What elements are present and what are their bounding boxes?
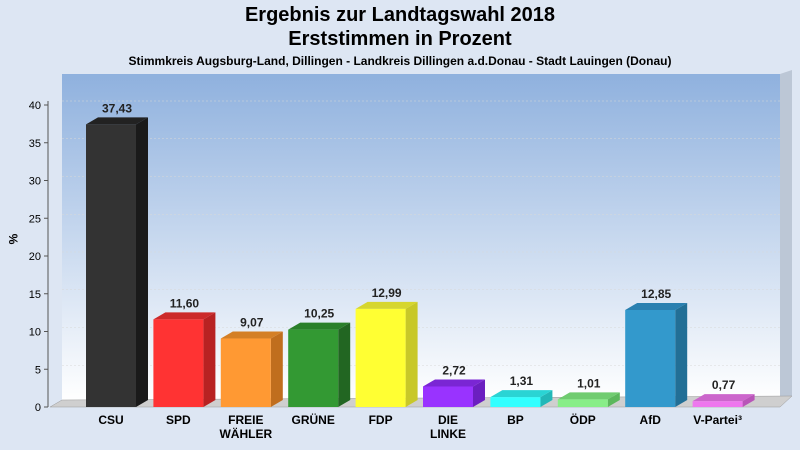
y-tick-label: 5 — [35, 364, 41, 376]
x-tick-label: WÄHLER — [219, 426, 272, 441]
y-tick-label: 15 — [29, 289, 41, 301]
bar-spd — [153, 312, 216, 407]
bar-top — [557, 392, 620, 400]
chart-subtitle: Erststimmen in Prozent — [288, 28, 512, 50]
y-tick-label: 35 — [29, 138, 41, 150]
bar-front — [557, 399, 608, 407]
bar-front — [288, 329, 339, 407]
data-label: 11,60 — [170, 296, 200, 310]
x-tick-label: V-Partei³ — [693, 413, 742, 427]
bar-side — [742, 394, 755, 407]
bar-bp — [490, 390, 553, 407]
x-tick-label: AfD — [640, 413, 662, 427]
y-tick-label: 20 — [29, 251, 41, 263]
x-tick-label: CSU — [98, 413, 123, 427]
x-tick-label: GRÜNE — [292, 412, 335, 427]
bar-front — [153, 319, 204, 407]
bar-afd — [625, 302, 688, 407]
data-label: 10,25 — [304, 307, 334, 321]
plot-side-wall — [780, 70, 792, 400]
data-label: 12,85 — [641, 287, 671, 301]
bar-front — [423, 386, 473, 407]
bar-front — [220, 338, 271, 407]
bar-front — [490, 397, 541, 407]
bar-side — [136, 117, 148, 407]
y-tick-label: 30 — [29, 176, 41, 188]
bar-top — [490, 390, 553, 398]
bar-fdp — [355, 301, 418, 407]
bar-side — [473, 379, 485, 407]
x-tick-label: FREIE — [228, 413, 263, 427]
bar-v-partei³ — [692, 394, 755, 407]
data-label: 12,99 — [372, 286, 402, 300]
bar-top — [423, 379, 485, 387]
y-tick-label: 25 — [29, 213, 41, 225]
y-tick-label: 40 — [29, 100, 41, 112]
data-label: 37,43 — [102, 101, 132, 115]
bar-side — [270, 331, 283, 407]
bar-side — [405, 301, 418, 407]
x-tick-label: BP — [507, 413, 524, 427]
bar-top — [355, 301, 418, 309]
bar-die-linke — [423, 379, 485, 407]
bar-top — [288, 322, 351, 330]
y-tick-label: 10 — [29, 327, 41, 339]
chart-caption: Stimmkreis Augsburg-Land, Dillingen - La… — [128, 54, 672, 68]
chart-title: Ergebnis zur Landtagswahl 2018 — [244, 4, 556, 26]
bar-side — [203, 312, 216, 407]
bar-side — [540, 390, 553, 407]
bar-top — [625, 302, 688, 310]
bar-freie-wähler — [220, 331, 283, 407]
x-tick-label: FDP — [369, 413, 393, 427]
bar-side — [607, 392, 620, 407]
data-label: 9,07 — [240, 316, 264, 330]
x-tick-label: ÖDP — [570, 412, 596, 427]
bar-grüne — [288, 322, 351, 407]
bar-side — [675, 302, 688, 407]
x-tick-label: DIE — [438, 413, 458, 427]
x-tick-label: LINKE — [430, 427, 466, 441]
bar-csu — [86, 117, 148, 407]
bar-front — [692, 401, 743, 407]
bar-ödp — [557, 392, 620, 407]
bar-side — [338, 322, 351, 407]
x-tick-label: SPD — [166, 413, 191, 427]
bar-front — [355, 308, 406, 407]
bar-top — [86, 117, 148, 125]
y-tick-label: 0 — [35, 402, 41, 414]
data-label: 0,77 — [712, 378, 736, 392]
bar-front — [625, 309, 676, 407]
data-label: 1,31 — [510, 374, 534, 388]
bar-front — [86, 124, 136, 407]
bar-top — [692, 394, 755, 402]
data-label: 2,72 — [442, 363, 466, 377]
bar-top — [153, 312, 216, 320]
data-label: 1,01 — [577, 376, 601, 390]
bar-top — [220, 331, 283, 339]
